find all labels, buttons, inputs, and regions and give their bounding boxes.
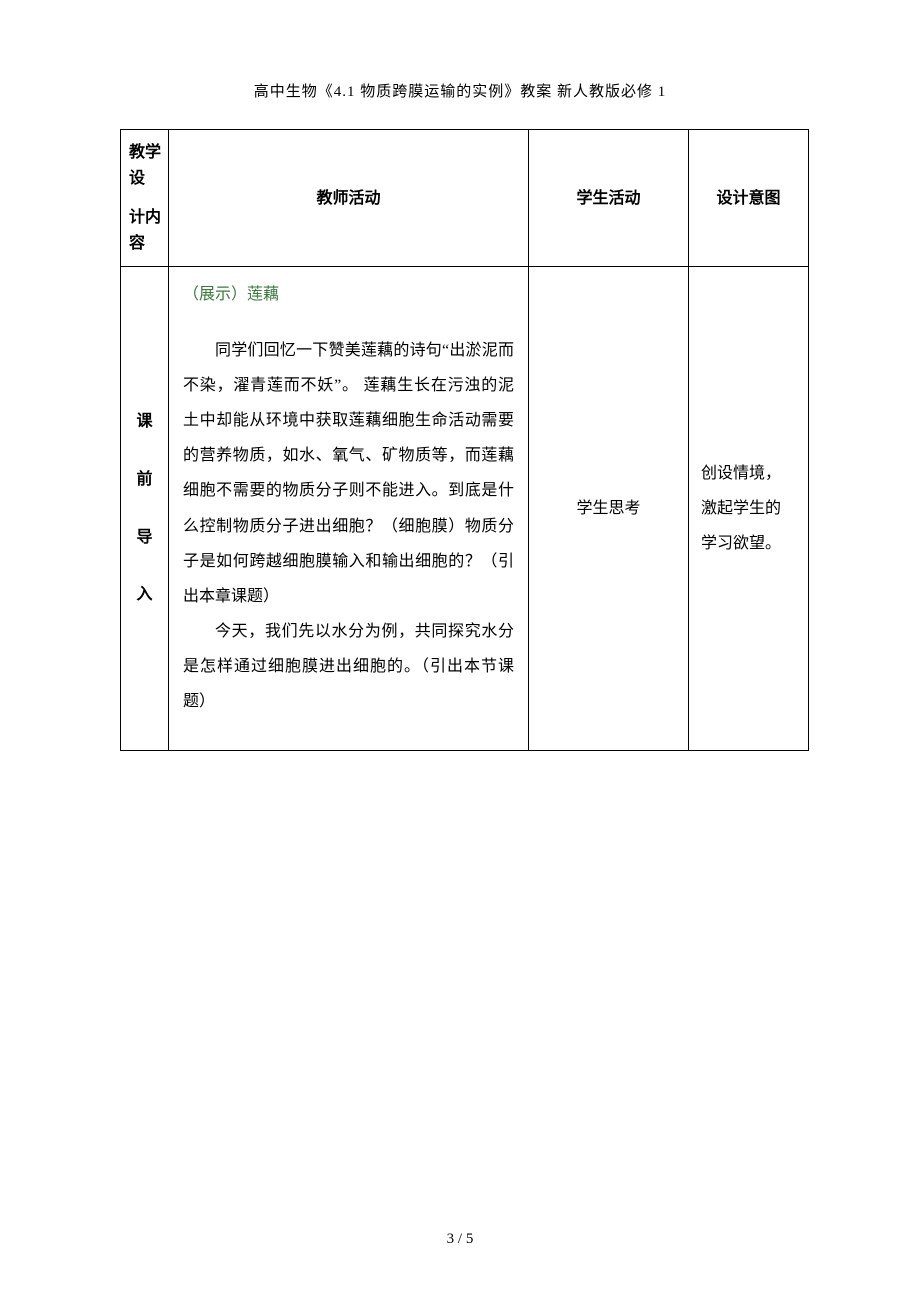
section-label-cell: 课 前 导 入 — [121, 267, 169, 750]
teacher-activity-cell: （展示）莲藕 同学们回忆一下赞美莲藕的诗句“出淤泥而不染，濯青莲而不妖”。 莲藕… — [169, 267, 529, 750]
teacher-para-1: 同学们回忆一下赞美莲藕的诗句“出淤泥而不染，濯青莲而不妖”。 莲藕生长在污浊的泥… — [183, 333, 514, 615]
header-student-activity: 学生活动 — [529, 130, 689, 267]
header-col1-l1: 教学 — [129, 144, 161, 161]
design-intent-text: 创设情境，激起学生的学习欲望。 — [701, 465, 781, 552]
section-char: 入 — [125, 566, 164, 624]
student-activity-cell: 学生思考 — [529, 267, 689, 750]
header-col1-l3: 计内 — [129, 209, 161, 226]
header-col1: 教学 设 计内 容 — [121, 130, 169, 267]
section-char: 导 — [125, 509, 164, 567]
table-row: 课 前 导 入 （展示）莲藕 同学们回忆一下赞美莲藕的诗句“出淤泥而不染，濯青莲… — [121, 267, 809, 750]
section-char: 前 — [125, 451, 164, 509]
header-col1-l2: 设 — [129, 170, 145, 187]
section-char: 课 — [125, 393, 164, 451]
header-teacher-activity: 教师活动 — [169, 130, 529, 267]
student-activity-text: 学生思考 — [576, 500, 640, 517]
design-intent-cell: 创设情境，激起学生的学习欲望。 — [689, 267, 809, 750]
lesson-plan-table: 教学 设 计内 容 教师活动 学生活动 设计意图 课 前 导 入 — [120, 129, 809, 751]
header-design-intent: 设计意图 — [689, 130, 809, 267]
table-header-row: 教学 设 计内 容 教师活动 学生活动 设计意图 — [121, 130, 809, 267]
teacher-para-2: 今天，我们先以水分为例，共同探究水分是怎样通过细胞膜进出细胞的。（引出本节课题） — [183, 614, 514, 720]
page-title: 高中生物《4.1 物质跨膜运输的实例》教案 新人教版必修 1 — [120, 80, 800, 101]
show-label: （展示）莲藕 — [183, 286, 279, 303]
page: 高中生物《4.1 物质跨膜运输的实例》教案 新人教版必修 1 教学 设 计内 容… — [0, 0, 920, 1302]
page-number: 3 / 5 — [0, 1231, 920, 1248]
header-col1-l4: 容 — [129, 235, 145, 252]
section-label: 课 前 导 入 — [125, 393, 164, 623]
